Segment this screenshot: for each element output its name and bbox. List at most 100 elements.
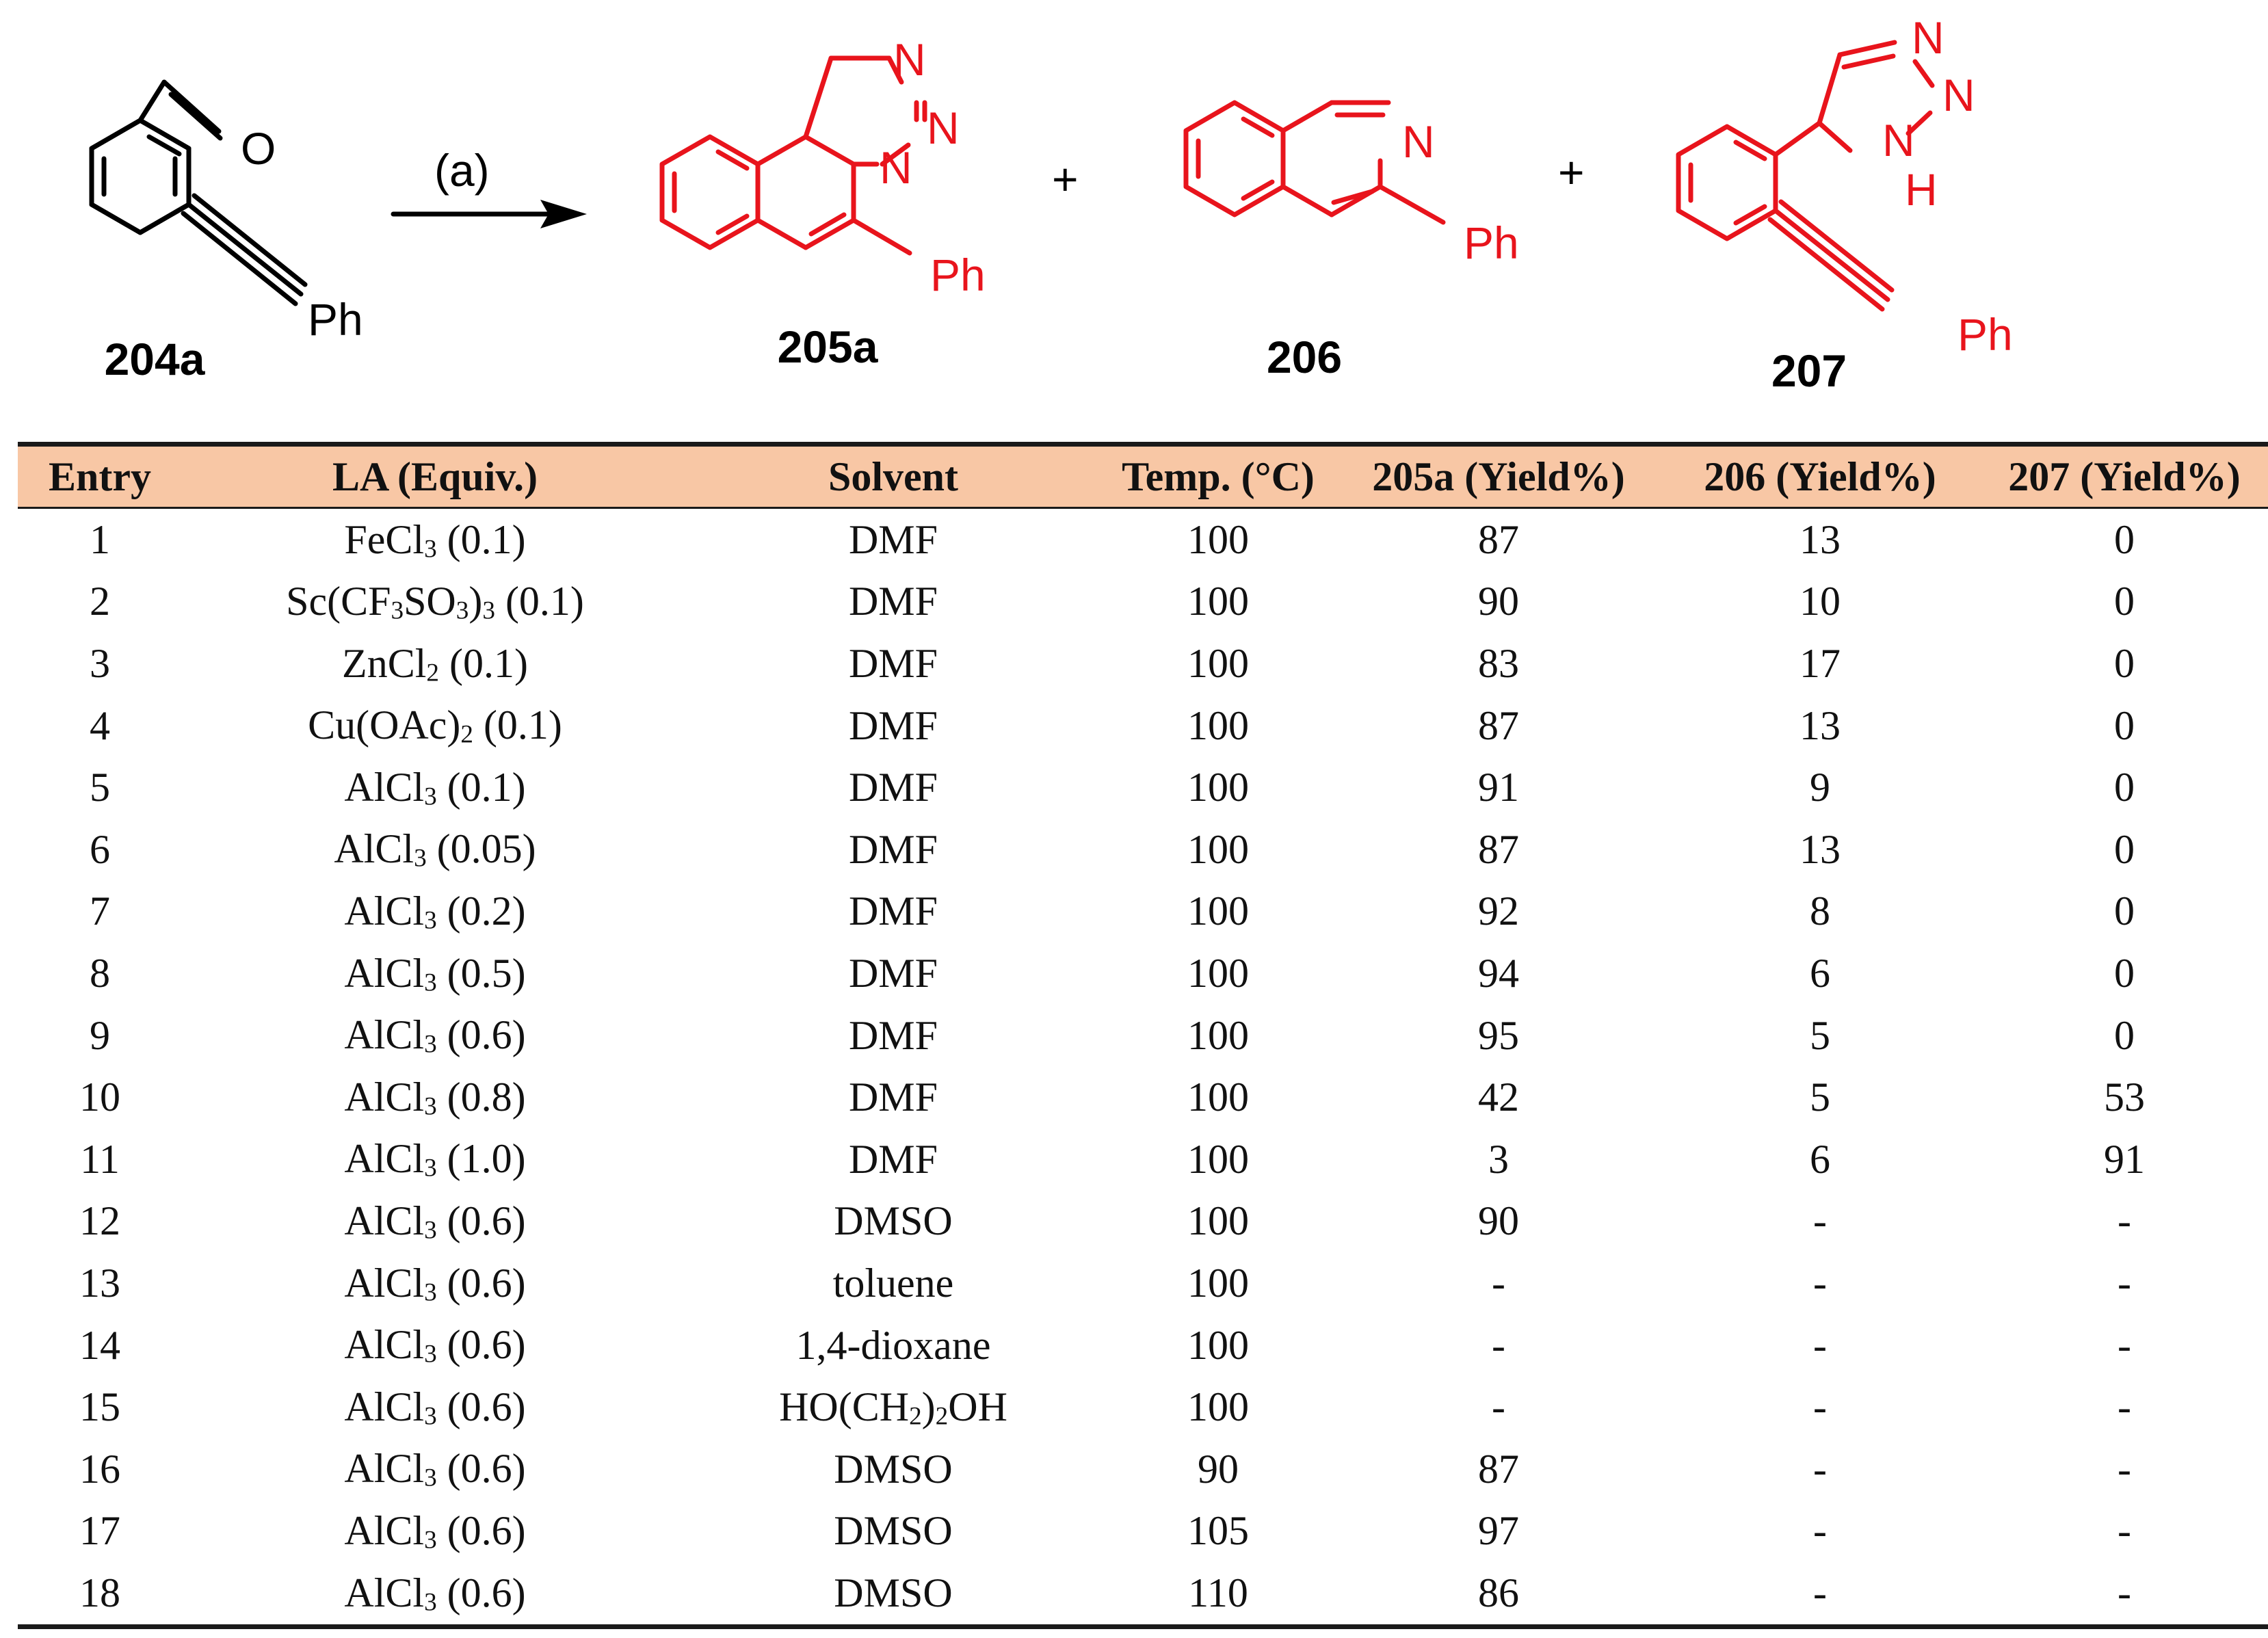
cell-yield-205a: 87 — [1478, 702, 1519, 748]
cell-lewis-acid: AlCl3 (1.0) — [344, 1136, 526, 1183]
results-table-container: Entry LA (Equiv.) Solvent Temp. (°C) 205… — [18, 442, 2268, 1629]
table-row: 10 AlCl3 (0.8) DMF 100 42 5 53 — [18, 1066, 2268, 1128]
product-206-nitrogen: N — [1402, 116, 1435, 167]
cell-entry: 7 — [90, 888, 110, 934]
cell-temperature: 100 — [1187, 765, 1249, 810]
cell-temperature: 100 — [1187, 702, 1249, 748]
cell-entry: 14 — [79, 1322, 120, 1368]
arrow-head — [540, 200, 587, 228]
cell-yield-207: - — [2118, 1198, 2131, 1244]
product-206-phenyl-label: Ph — [1464, 217, 1519, 268]
cell-solvent: DMF — [848, 579, 938, 624]
cell-yield-207: 0 — [2114, 1012, 2135, 1058]
cell-entry: 8 — [90, 950, 110, 996]
table-row: 11 AlCl3 (1.0) DMF 100 3 6 91 — [18, 1128, 2268, 1191]
cell-yield-206: 13 — [1799, 702, 1841, 748]
cell-solvent: DMF — [848, 1136, 938, 1182]
cell-yield-205a: 83 — [1478, 640, 1519, 686]
cell-solvent: DMF — [848, 1074, 938, 1120]
cell-temperature: 100 — [1187, 1136, 1249, 1182]
table-row: 2 Sc(CF3SO3)3 (0.1) DMF 100 90 10 0 — [18, 571, 2268, 633]
cell-yield-207: 0 — [2114, 826, 2135, 872]
product-205a-phenyl-label: Ph — [930, 250, 986, 300]
cell-lewis-acid: AlCl3 (0.6) — [344, 1446, 526, 1492]
cell-temperature: 105 — [1187, 1508, 1249, 1554]
cell-yield-206: 6 — [1810, 950, 1830, 996]
header-yield-205a: 205a (Yield%) — [1372, 453, 1625, 499]
cell-temperature: 110 — [1188, 1570, 1248, 1615]
cell-lewis-acid: AlCl3 (0.6) — [344, 1570, 526, 1617]
cell-yield-205a: 91 — [1478, 765, 1519, 810]
cell-entry: 12 — [79, 1198, 120, 1244]
cell-yield-207: - — [2118, 1260, 2131, 1306]
cell-entry: 17 — [79, 1508, 120, 1554]
cell-temperature: 100 — [1187, 950, 1249, 996]
cell-temperature: 100 — [1187, 888, 1249, 934]
cell-yield-207: - — [2118, 1446, 2131, 1492]
product-207-structure — [1676, 40, 1935, 312]
cell-yield-206: 9 — [1810, 765, 1830, 810]
cell-yield-205a: 90 — [1478, 579, 1519, 624]
product-205a-n3: N — [880, 142, 912, 193]
reaction-scheme: O Ph (a) N N N Ph + N Ph + N N N H Ph 20… — [89, 12, 2013, 396]
table-row: 5 AlCl3 (0.1) DMF 100 91 9 0 — [18, 756, 2268, 819]
cell-solvent: DMF — [848, 640, 938, 686]
cell-entry: 2 — [90, 579, 110, 624]
cell-yield-205a: 87 — [1478, 1446, 1519, 1492]
cell-yield-206: 6 — [1810, 1136, 1830, 1182]
cell-lewis-acid: AlCl3 (0.2) — [344, 888, 526, 935]
cell-temperature: 100 — [1187, 640, 1249, 686]
cell-yield-207: 0 — [2114, 516, 2135, 562]
cell-entry: 9 — [90, 1012, 110, 1058]
cell-yield-206: - — [1813, 1570, 1827, 1615]
cell-solvent: DMF — [848, 765, 938, 810]
product-207-n2: N — [1942, 70, 1975, 120]
cell-solvent: DMSO — [834, 1508, 953, 1554]
cell-lewis-acid: AlCl3 (0.6) — [344, 1198, 526, 1245]
cell-yield-207: 0 — [2114, 640, 2135, 686]
cell-entry: 13 — [79, 1260, 120, 1306]
header-solvent: Solvent — [828, 453, 959, 499]
cell-lewis-acid: AlCl3 (0.6) — [344, 1260, 526, 1307]
cell-solvent: DMF — [848, 888, 938, 934]
cell-yield-206: - — [1813, 1446, 1827, 1492]
cell-temperature: 100 — [1187, 826, 1249, 872]
cell-entry: 18 — [79, 1570, 120, 1615]
cell-yield-207: 0 — [2114, 765, 2135, 810]
table-row: 14 AlCl3 (0.6) 1,4-dioxane 100 - - - — [18, 1315, 2268, 1377]
cell-solvent: DMSO — [834, 1570, 953, 1615]
reagent-label: (a) — [434, 145, 490, 196]
cell-yield-205a: 94 — [1478, 950, 1519, 996]
cell-yield-205a: 42 — [1478, 1074, 1519, 1120]
cell-temperature: 90 — [1198, 1446, 1239, 1492]
header-temperature: Temp. (°C) — [1122, 453, 1315, 499]
cell-solvent: DMSO — [834, 1198, 953, 1244]
plus-sign-1: + — [1052, 154, 1079, 204]
cell-yield-206: 8 — [1810, 888, 1830, 934]
cell-yield-206: 10 — [1799, 579, 1841, 624]
cell-lewis-acid: FeCl3 (0.1) — [344, 516, 526, 564]
cell-yield-206: 13 — [1799, 826, 1841, 872]
cell-solvent: DMF — [848, 826, 938, 872]
product-207-h: H — [1905, 164, 1938, 215]
table-row: 1 FeCl3 (0.1) DMF 100 87 13 0 — [18, 508, 2268, 571]
cell-entry: 10 — [79, 1074, 120, 1120]
cell-solvent: HO(CH2)2OH — [779, 1384, 1007, 1431]
cell-yield-206: 17 — [1799, 640, 1841, 686]
cell-yield-207: 0 — [2114, 702, 2135, 748]
compound-label-204a: 204a — [105, 334, 206, 384]
table-row: 3 ZnCl2 (0.1) DMF 100 83 17 0 — [18, 633, 2268, 695]
compound-label-206: 206 — [1267, 332, 1342, 382]
header-lewis-acid: LA (Equiv.) — [332, 453, 538, 499]
cell-entry: 11 — [80, 1136, 120, 1182]
cell-solvent: 1,4-dioxane — [795, 1322, 991, 1368]
cell-solvent: DMF — [848, 950, 938, 996]
cell-temperature: 100 — [1187, 1260, 1249, 1306]
cell-lewis-acid: AlCl3 (0.6) — [344, 1012, 526, 1059]
cell-yield-205a: 92 — [1478, 888, 1519, 934]
cell-yield-207: 0 — [2114, 888, 2135, 934]
cell-solvent: toluene — [832, 1260, 954, 1306]
cell-entry: 15 — [79, 1384, 120, 1430]
cell-yield-206: - — [1813, 1508, 1827, 1554]
reactant-204a-structure — [89, 79, 308, 306]
